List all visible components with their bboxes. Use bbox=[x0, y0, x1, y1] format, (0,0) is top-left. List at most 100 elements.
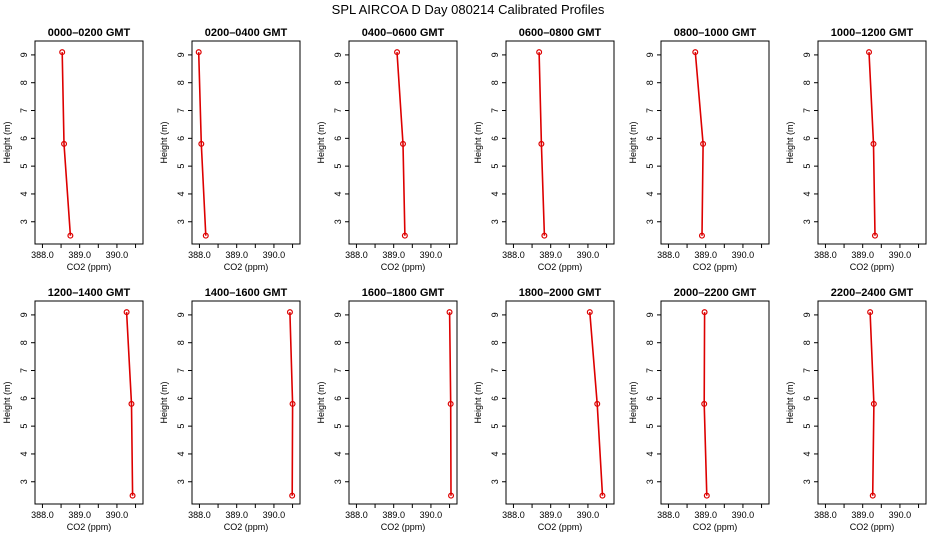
y-tick-label: 4 bbox=[802, 191, 812, 196]
y-tick-label: 3 bbox=[333, 479, 343, 484]
data-point bbox=[867, 309, 874, 316]
y-tick-label: 4 bbox=[333, 451, 343, 456]
panel-title: 0200–0400 GMT bbox=[205, 27, 288, 39]
data-point bbox=[701, 400, 708, 407]
x-tick-label: 388.0 bbox=[657, 250, 680, 260]
data-point bbox=[129, 492, 136, 499]
profile-line bbox=[448, 312, 452, 496]
y-tick-label: 7 bbox=[333, 368, 343, 373]
x-tick-label: 388.0 bbox=[657, 510, 680, 520]
y-tick-label: 4 bbox=[645, 451, 655, 456]
x-axis-label: CO2 (ppm) bbox=[538, 522, 583, 532]
data-point bbox=[599, 492, 606, 499]
profile-line bbox=[703, 312, 708, 496]
y-tick-label: 4 bbox=[333, 191, 343, 196]
panel-title: 1200–1400 GMT bbox=[48, 287, 131, 299]
y-tick-label: 6 bbox=[333, 396, 343, 401]
y-tick-label: 7 bbox=[802, 368, 812, 373]
profile-line bbox=[125, 312, 134, 496]
data-point bbox=[586, 309, 593, 316]
plot-frame bbox=[817, 40, 927, 245]
data-point bbox=[448, 492, 455, 499]
y-tick-label: 9 bbox=[19, 52, 29, 57]
y-tick-label: 3 bbox=[645, 219, 655, 224]
data-point bbox=[698, 232, 705, 239]
y-tick-label: 3 bbox=[802, 219, 812, 224]
plot-frame bbox=[191, 40, 301, 245]
y-tick-label: 7 bbox=[333, 108, 343, 113]
y-tick-label: 8 bbox=[802, 340, 812, 345]
y-tick-label: 8 bbox=[19, 80, 29, 85]
y-tick-label: 7 bbox=[490, 368, 500, 373]
profile-panel: 0000–0200 GMT 388.0 389.0 390.0 3 4 5 6 7 8 9 CO2 (… bbox=[2, 27, 144, 272]
x-tick-label: 390.0 bbox=[106, 250, 129, 260]
y-tick-label: 8 bbox=[19, 340, 29, 345]
y-tick-label: 3 bbox=[802, 479, 812, 484]
x-tick-label: 390.0 bbox=[889, 510, 912, 520]
y-tick-label: 8 bbox=[802, 80, 812, 85]
figure-title: SPL AIRCOA D Day 080214 Calibrated Profi… bbox=[332, 2, 605, 17]
data-point bbox=[198, 140, 205, 147]
x-tick-label: 390.0 bbox=[263, 250, 286, 260]
x-tick-label: 388.0 bbox=[345, 510, 368, 520]
y-axis-label: Height (m) bbox=[628, 381, 638, 423]
panel-title: 2000–2200 GMT bbox=[674, 287, 757, 299]
data-point bbox=[871, 232, 878, 239]
data-point bbox=[538, 140, 545, 147]
profile-line bbox=[538, 52, 546, 236]
data-point bbox=[446, 309, 453, 316]
x-axis-label: CO2 (ppm) bbox=[381, 262, 426, 272]
x-tick-label: 389.0 bbox=[225, 510, 248, 520]
y-tick-label: 3 bbox=[19, 479, 29, 484]
y-tick-label: 5 bbox=[645, 164, 655, 169]
profile-panel: 1800–2000 GMT 388.0 389.0 390.0 3 4 5 6 7 8 9 CO2 (… bbox=[473, 287, 615, 532]
x-tick-label: 389.0 bbox=[382, 510, 405, 520]
x-tick-label: 388.0 bbox=[814, 250, 837, 260]
profile-panel: 1000–1200 GMT 388.0 389.0 390.0 3 4 5 6 7 8 9 CO2 (… bbox=[785, 27, 927, 272]
plot-frame bbox=[660, 300, 770, 505]
profile-line bbox=[289, 312, 294, 496]
data-point bbox=[541, 232, 548, 239]
x-axis-label: CO2 (ppm) bbox=[693, 522, 738, 532]
panel-title: 0600–0800 GMT bbox=[519, 27, 602, 39]
y-tick-label: 9 bbox=[802, 312, 812, 317]
y-tick-label: 6 bbox=[490, 136, 500, 141]
x-axis-label: CO2 (ppm) bbox=[381, 522, 426, 532]
y-tick-label: 5 bbox=[19, 164, 29, 169]
plot-frame bbox=[660, 40, 770, 245]
y-tick-label: 7 bbox=[645, 108, 655, 113]
data-point bbox=[286, 309, 293, 316]
y-tick-label: 7 bbox=[176, 368, 186, 373]
y-tick-label: 5 bbox=[802, 424, 812, 429]
x-tick-label: 388.0 bbox=[814, 510, 837, 520]
y-tick-label: 9 bbox=[645, 52, 655, 57]
y-tick-label: 3 bbox=[645, 479, 655, 484]
y-tick-label: 5 bbox=[333, 424, 343, 429]
y-tick-label: 9 bbox=[176, 52, 186, 57]
profile-line bbox=[396, 52, 406, 236]
x-tick-label: 389.0 bbox=[68, 250, 91, 260]
y-tick-label: 4 bbox=[490, 451, 500, 456]
x-axis-label: CO2 (ppm) bbox=[224, 522, 269, 532]
y-tick-label: 8 bbox=[176, 340, 186, 345]
y-axis-label: Height (m) bbox=[785, 121, 795, 163]
data-point bbox=[289, 492, 296, 499]
y-axis-label: Height (m) bbox=[159, 381, 169, 423]
data-point bbox=[128, 400, 135, 407]
x-tick-label: 390.0 bbox=[577, 250, 600, 260]
y-tick-label: 6 bbox=[19, 396, 29, 401]
data-point bbox=[536, 49, 543, 56]
y-tick-label: 4 bbox=[645, 191, 655, 196]
x-axis-label: CO2 (ppm) bbox=[224, 262, 269, 272]
y-tick-label: 8 bbox=[645, 80, 655, 85]
x-tick-label: 389.0 bbox=[382, 250, 405, 260]
data-point bbox=[870, 140, 877, 147]
data-point bbox=[202, 232, 209, 239]
y-axis-label: Height (m) bbox=[628, 121, 638, 163]
y-tick-label: 9 bbox=[19, 312, 29, 317]
y-tick-label: 5 bbox=[490, 164, 500, 169]
x-tick-label: 388.0 bbox=[188, 250, 211, 260]
x-tick-label: 390.0 bbox=[106, 510, 129, 520]
y-tick-label: 3 bbox=[490, 479, 500, 484]
y-tick-label: 7 bbox=[19, 108, 29, 113]
